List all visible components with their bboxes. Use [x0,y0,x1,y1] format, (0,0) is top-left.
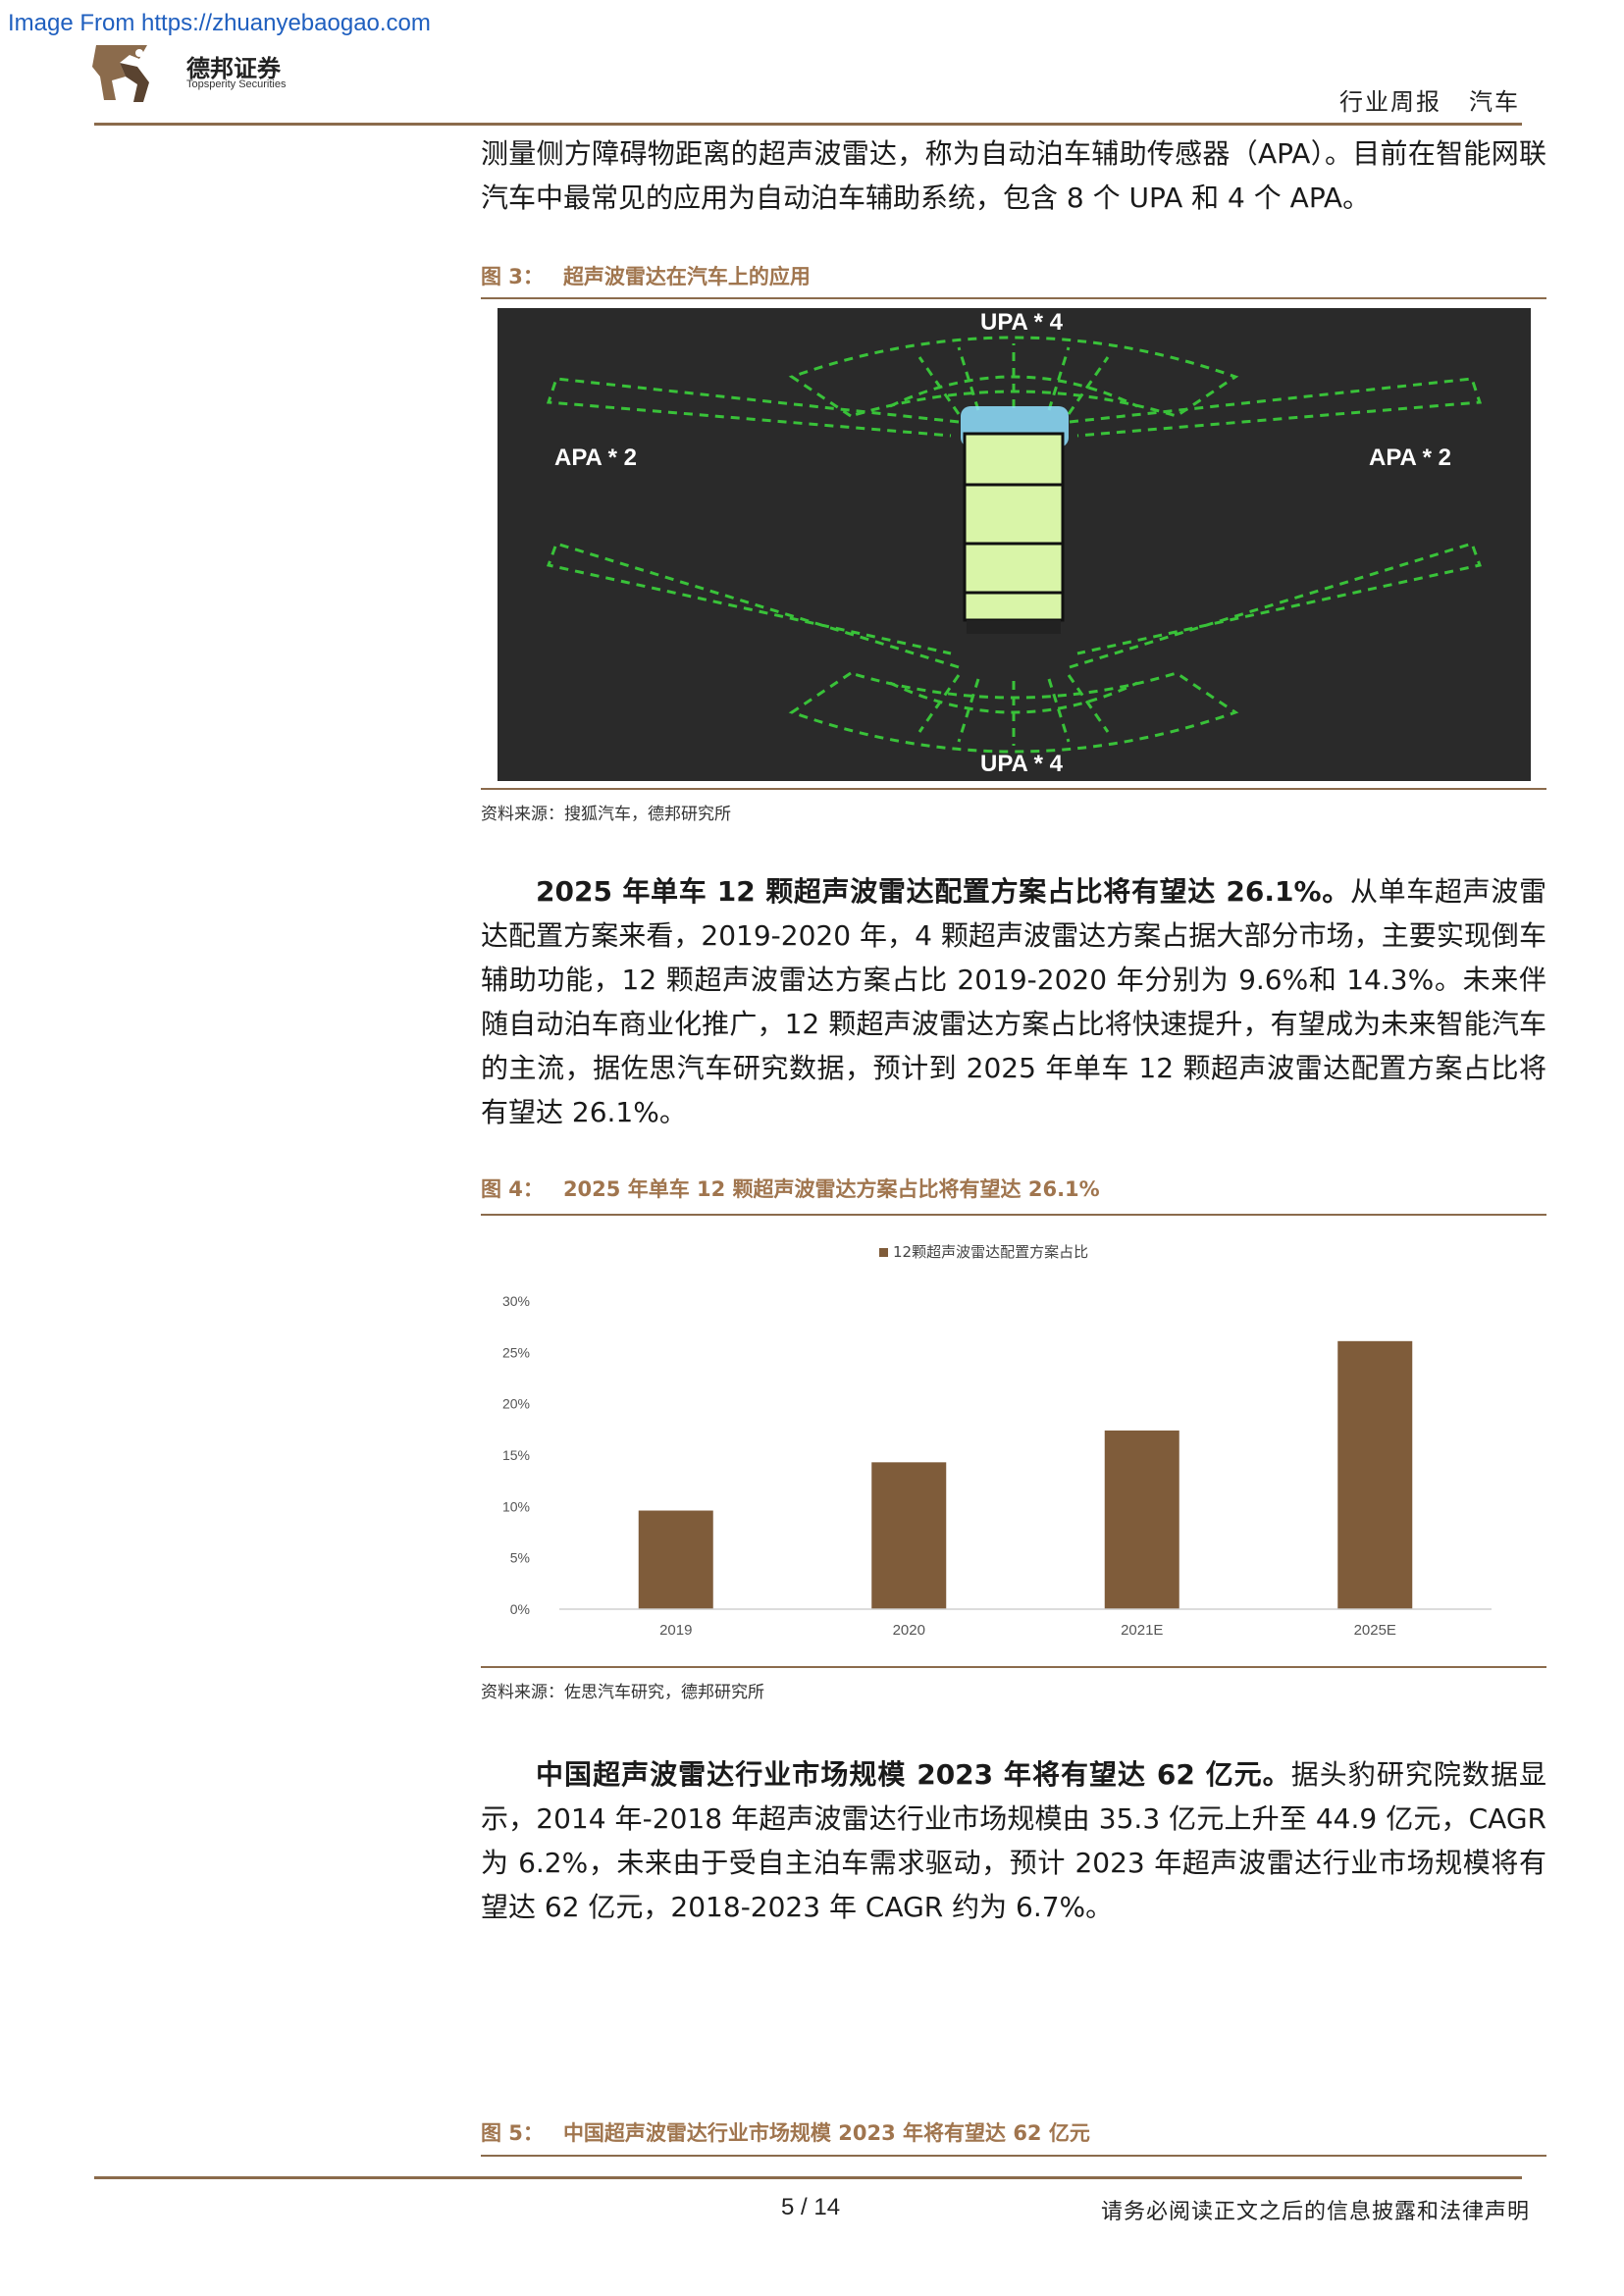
figure4-bottom-rule [481,1666,1546,1668]
figure3-bottom-rule [481,788,1546,790]
ultrasonic-radar-diagram: UPA * 4 UPA * 4 APA * 2 APA * 2 [498,308,1531,781]
brand-name-en: Topsperity Securities [186,78,287,90]
radar-coverage-figure: UPA * 4 UPA * 4 APA * 2 APA * 2 [546,309,1483,777]
legal-disclaimer: 请务必阅读正文之后的信息披露和法律声明 [1100,2200,1530,2224]
figure5-title: 中国超声波雷达行业市场规模 2023 年将有望达 62 亿元 [562,2121,1090,2145]
x-tick-label: 2019 [659,1622,692,1639]
figure3-top-rule [481,297,1546,299]
rear-coverage-inner [889,681,1138,714]
y-tick-label: 10% [502,1498,530,1514]
figure3-title: 超声波雷达在汽车上的应用 [562,265,811,288]
paragraph2-body: 从单车超声波雷达配置方案来看，2019-2020 年，4 颗超声波雷达方案占据大… [481,875,1546,1128]
header-divider [94,123,1522,126]
intro-paragraph: 测量侧方障碍物距离的超声波雷达，称为自动泊车辅助传感器（APA）。目前在智能网联… [481,137,1546,214]
legend-label: 12颗超声波雷达配置方案占比 [893,1243,1088,1261]
y-tick-label: 20% [502,1396,530,1412]
bar-chart: 12颗超声波雷达配置方案占比 0% 5% 10% 15% 20% 25% 30% 2019 2… [481,1226,1546,1658]
bar-chart-svg: 12颗超声波雷达配置方案占比 0% 5% 10% 15% 20% 25% 30% 2019 2… [502,1243,1492,1639]
bar-2019 [638,1510,713,1609]
bar-2020 [871,1462,947,1609]
figure4-source: 资料来源：佐思汽车研究，德邦研究所 [481,1683,764,1702]
label-apa-right: APA * 2 [1369,444,1451,471]
rear-coverage-arc [788,671,1239,754]
figure4-title: 2025 年单车 12 颗超声波雷达方案占比将有望达 26.1% [562,1177,1100,1201]
figure3-caption: 图 3： 超声波雷达在汽车上的应用 [481,261,811,290]
x-tick-label: 2025E [1354,1622,1396,1639]
side-beam-front-left [546,377,960,438]
side-beam-rear-left [547,542,960,669]
front-coverage-arc [788,336,1239,418]
bar-2021E [1104,1430,1179,1609]
paragraph3-body: 据头豹研究院数据显示，2014 年-2018 年超声波雷达行业市场规模由 35.… [481,1758,1546,1923]
legend-swatch [879,1248,888,1257]
brand-logo: 德邦证券 Topsperity Securities [90,37,306,108]
market-share-paragraph: 2025 年单车 12 颗超声波雷达配置方案占比将有望达 26.1%。从单车超声… [481,869,1546,1134]
chart-legend: 12颗超声波雷达配置方案占比 [879,1243,1088,1261]
front-beam-1 [917,343,1110,415]
figure4-number: 图 4： [481,1177,544,1201]
label-apa-left: APA * 2 [554,444,637,471]
market-size-paragraph: 中国超声波雷达行业市场规模 2023 年将有望达 62 亿元。据头豹研究院数据显… [481,1752,1546,1929]
page-number: 5 / 14 [781,2194,841,2220]
label-upa-top: UPA * 4 [980,309,1064,336]
rear-beam-1 [917,674,1110,746]
y-tick-label: 0% [510,1601,530,1617]
figure5-top-rule [481,2155,1546,2157]
figure3-number: 图 3： [481,265,544,288]
figure5-number: 图 5： [481,2121,544,2145]
y-tick-label: 30% [502,1293,530,1309]
car-body [961,406,1069,634]
front-coverage-inner [889,375,1138,408]
figure4-top-rule [481,1214,1546,1216]
report-sector: 汽车 [1469,88,1520,116]
side-beam-front-right [1069,377,1483,438]
footer-divider [94,2176,1522,2179]
report-type: 行业周报 [1339,88,1441,116]
figure5-caption: 图 5： 中国超声波雷达行业市场规模 2023 年将有望达 62 亿元 [481,2117,1090,2147]
y-tick-label: 15% [502,1447,530,1463]
paragraph2-lead: 2025 年单车 12 颗超声波雷达配置方案占比将有望达 26.1%。 [536,875,1350,908]
side-beam-rear-right [1069,542,1482,669]
paragraph3-lead: 中国超声波雷达行业市场规模 2023 年将有望达 62 亿元。 [536,1758,1291,1791]
label-upa-bottom: UPA * 4 [980,751,1064,777]
y-tick-label: 25% [502,1344,530,1360]
x-tick-label: 2020 [893,1622,925,1639]
figure4-caption: 图 4： 2025 年单车 12 颗超声波雷达方案占比将有望达 26.1% [481,1174,1100,1203]
watermark-url[interactable]: Image From https://zhuanyebaogao.com [8,10,431,36]
figure3-source: 资料来源：搜狐汽车，德邦研究所 [481,805,731,824]
brand-name-cn: 德邦证券 [186,55,281,82]
bar-2025E [1337,1340,1413,1609]
x-tick-label: 2021E [1121,1622,1163,1639]
logo-emblem-icon [92,45,149,102]
report-category: 行业周报 汽车 [1339,82,1520,117]
y-tick-label: 5% [510,1550,530,1566]
